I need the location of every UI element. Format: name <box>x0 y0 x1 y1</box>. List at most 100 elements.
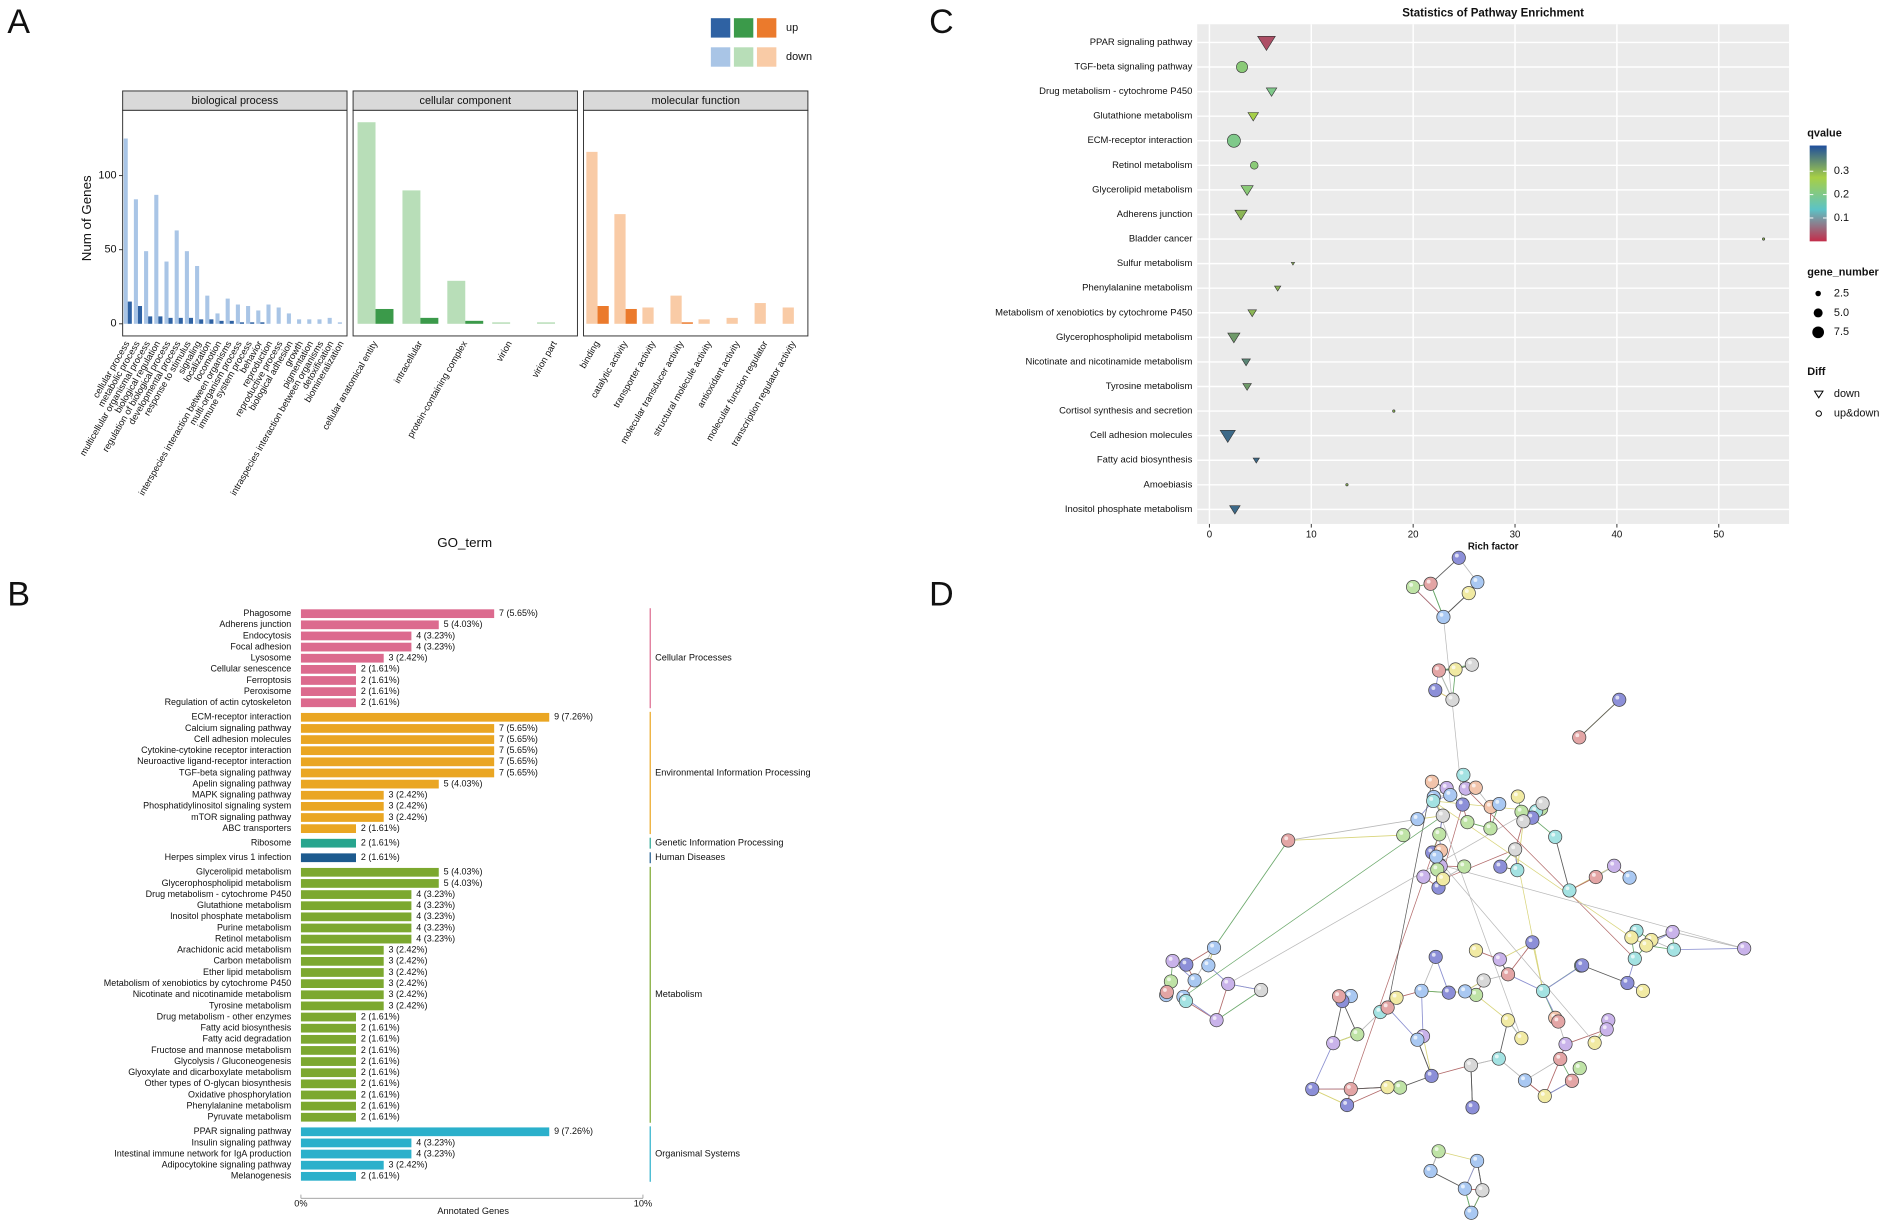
category-label: Calcium signaling pathway <box>185 723 292 733</box>
node-highlight <box>1602 1025 1607 1030</box>
value-label: 4 (3.23%) <box>416 630 455 640</box>
node-highlight <box>1428 848 1433 853</box>
node-highlight <box>1561 1040 1566 1044</box>
category-label: Tyrosine metabolism <box>209 1000 291 1010</box>
network-edge <box>1412 586 1444 618</box>
node-highlight <box>1486 802 1491 807</box>
bar <box>188 317 194 324</box>
node-highlight <box>1517 1034 1522 1038</box>
bar <box>195 265 200 324</box>
network-node <box>1483 821 1498 836</box>
x-tick-label: binding <box>578 339 602 370</box>
point <box>1250 161 1259 170</box>
network-edge <box>1554 836 1570 891</box>
node-highlight <box>1383 1003 1388 1008</box>
category-label: Retinol metabolism <box>215 933 291 943</box>
facet-title: biological process <box>191 95 278 107</box>
point <box>1227 133 1241 148</box>
network-node <box>1428 683 1443 698</box>
value-label: 3 (2.42%) <box>389 653 428 663</box>
bar <box>300 757 495 767</box>
value-label: 3 (2.42%) <box>389 978 428 988</box>
y-tick-label: Fatty acid biosynthesis <box>1097 455 1193 466</box>
bar <box>300 1090 356 1100</box>
y-tick-label: 0 <box>111 318 117 330</box>
legend-label: 0.3 <box>1834 165 1849 177</box>
network-node <box>1476 973 1491 988</box>
node-highlight <box>1435 666 1439 671</box>
bar <box>199 319 204 324</box>
network-node <box>1572 1061 1587 1076</box>
node-highlight <box>1439 612 1444 617</box>
category-label: Herpes simplex virus 1 infection <box>165 852 292 862</box>
bar <box>300 620 439 630</box>
value-label: 4 (3.23%) <box>416 922 455 932</box>
legend-label: up <box>786 22 798 34</box>
point <box>1234 209 1248 221</box>
network-node <box>1159 985 1174 1000</box>
x-axis-label: Rich factor <box>1468 542 1519 553</box>
value-label: 4 (3.23%) <box>416 1137 455 1147</box>
y-tick-label: Phenylalanine metabolism <box>1082 283 1192 294</box>
point <box>1247 309 1258 318</box>
node-highlight <box>1257 985 1262 990</box>
value-label: 3 (2.42%) <box>389 945 428 955</box>
network-node <box>1500 1013 1515 1028</box>
network-node <box>1165 953 1180 969</box>
bar <box>465 320 484 324</box>
value-label: 2 (1.61%) <box>361 823 400 833</box>
bar <box>300 1034 356 1044</box>
node-highlight <box>1610 861 1615 866</box>
bar <box>300 1112 356 1122</box>
y-tick-label: Metabolism of xenobiotics by cytochrome … <box>995 307 1192 318</box>
legend-title: gene_number <box>1807 267 1879 279</box>
network-node <box>1326 1036 1341 1051</box>
node-highlight <box>1623 978 1628 983</box>
point <box>1252 457 1260 464</box>
x-axis-label: Annotated Genes <box>437 1206 509 1216</box>
node-highlight <box>1565 886 1570 891</box>
network-node <box>1406 579 1421 595</box>
legend-label: 5.0 <box>1834 307 1849 319</box>
bar <box>420 317 439 324</box>
bar <box>300 890 412 899</box>
bar <box>260 322 265 324</box>
category-label: Pyruvate metabolism <box>207 1112 291 1122</box>
category-label: Neuroactive ligand-receptor interaction <box>137 756 291 766</box>
network-edge <box>1288 818 1418 841</box>
network-node <box>1445 692 1460 707</box>
legend-swatch <box>710 18 731 38</box>
network-node <box>1492 952 1507 967</box>
y-tick-label: Amoebiasis <box>1144 479 1193 490</box>
node-highlight <box>1448 695 1453 700</box>
network-node <box>1516 814 1531 829</box>
network-node <box>1458 984 1473 999</box>
node-highlight <box>1473 1156 1478 1161</box>
network-node <box>1423 576 1438 591</box>
x-tick-label: 50 <box>1713 529 1724 540</box>
value-label: 5 (4.03%) <box>444 878 483 888</box>
panel-label: B <box>7 576 30 614</box>
network-node <box>1607 858 1622 873</box>
bar <box>402 190 421 324</box>
value-label: 3 (2.42%) <box>389 812 428 822</box>
bar <box>625 308 637 324</box>
category-label: Melanogenesis <box>231 1171 292 1181</box>
node-highlight <box>1429 796 1434 801</box>
network-node <box>1587 1035 1602 1050</box>
node-highlight <box>1463 818 1468 822</box>
node-highlight <box>1413 815 1418 819</box>
network-node <box>1464 657 1479 672</box>
bar <box>300 642 412 652</box>
bar <box>300 768 495 778</box>
bar <box>300 1057 356 1066</box>
bar <box>127 301 132 324</box>
category-label: Other types of O-glycan biosynthesis <box>145 1078 292 1088</box>
network-node <box>1221 976 1236 991</box>
node-highlight <box>1427 1071 1432 1076</box>
node-highlight <box>1460 1184 1465 1189</box>
network-node <box>1410 812 1425 827</box>
panel-label: C <box>929 3 954 41</box>
network <box>1159 550 1752 1220</box>
network-node <box>1558 1037 1573 1052</box>
